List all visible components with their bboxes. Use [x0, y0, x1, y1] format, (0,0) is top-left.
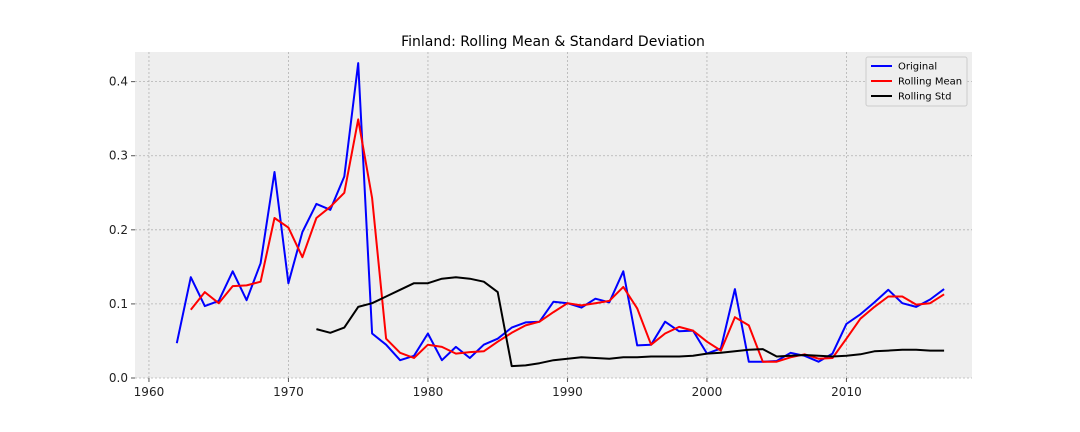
plot-area [135, 52, 972, 378]
y-tick-label: 0.1 [109, 297, 128, 311]
y-axis: 0.0 0.1 0.2 0.3 0.4 [109, 75, 135, 385]
legend: Original Rolling Mean Rolling Std [865, 56, 968, 107]
x-tick-label: 1990 [552, 385, 583, 399]
x-tick-label: 1970 [273, 385, 304, 399]
series-line-original [175, 62, 945, 363]
grid [135, 52, 972, 379]
y-tick-label: 0.2 [109, 223, 128, 237]
x-tick-label: 2000 [692, 385, 723, 399]
series-layer [175, 62, 945, 368]
chart-title: Finland: Rolling Mean & Standard Deviati… [401, 34, 705, 50]
legend-label: Rolling Mean [898, 77, 962, 88]
series-line-rolling-std [316, 276, 945, 368]
x-tick-label: 2010 [831, 385, 862, 399]
y-tick-label: 0.4 [109, 75, 128, 89]
y-tick-label: 0.3 [109, 149, 128, 163]
x-axis: 1960 1970 1980 1990 2000 2010 [134, 378, 862, 399]
x-tick-label: 1980 [413, 385, 444, 399]
y-tick-label: 0.0 [109, 371, 128, 385]
legend-box [865, 56, 968, 107]
series-line-rolling-mean [190, 118, 945, 363]
legend-label: Rolling Std [898, 92, 951, 103]
legend-label: Original [898, 62, 937, 73]
x-tick-label: 1960 [134, 385, 165, 399]
